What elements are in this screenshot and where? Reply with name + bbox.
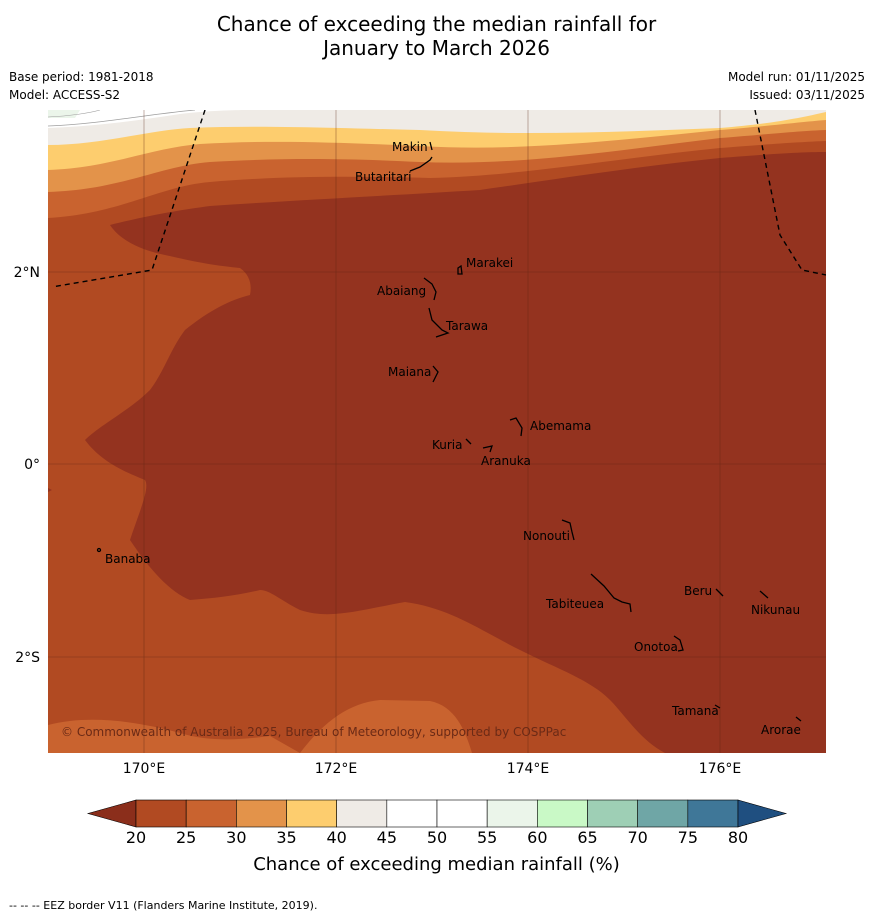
island-outline-arorae bbox=[795, 716, 802, 722]
lat-tick-2s: 2°S bbox=[15, 650, 40, 666]
colorbar-under-arrow bbox=[86, 799, 137, 828]
label-aranuka: Aranuka bbox=[481, 454, 531, 468]
island-outline-abaiang bbox=[423, 277, 437, 301]
band-small-west bbox=[48, 488, 52, 492]
island-outline-tamana bbox=[714, 704, 721, 709]
colorbar-tick-65: 65 bbox=[577, 828, 598, 847]
island-outline-tarawa bbox=[428, 307, 450, 338]
axis-labels: 170°E 172°E 174°E 176°E 2°N 0° 2°S bbox=[14, 265, 742, 777]
colorbar-bin-20-25 bbox=[135, 799, 187, 828]
colorbar-bin-30-35 bbox=[236, 799, 287, 828]
island-outline-onotoa bbox=[673, 635, 684, 652]
colorbar-bin-70-75 bbox=[637, 799, 689, 828]
lon-tick-174: 174°E bbox=[507, 761, 550, 777]
island-outline-makin bbox=[429, 141, 433, 151]
label-tabiteuea: Tabiteuea bbox=[545, 597, 604, 611]
label-tarawa: Tarawa bbox=[445, 319, 488, 333]
band-light-green bbox=[48, 110, 80, 118]
colorbar-bin-75-80 bbox=[687, 799, 739, 828]
colorbar-tick-60: 60 bbox=[527, 828, 548, 847]
colorbar-tick-20: 20 bbox=[125, 828, 147, 847]
colorbar-bin-35-40 bbox=[286, 799, 337, 828]
island-outline-marakei bbox=[457, 264, 463, 275]
base-period: Base period: 1981-2018 bbox=[9, 70, 154, 84]
band-20-25-south bbox=[48, 719, 300, 753]
contour-line-north-2 bbox=[48, 110, 101, 118]
colorbar-tick-70: 70 bbox=[627, 828, 648, 847]
lat-tick-2n: 2°N bbox=[14, 265, 40, 281]
label-abaiang: Abaiang bbox=[377, 284, 426, 298]
colorbar-tick-35: 35 bbox=[276, 828, 297, 847]
lat-tick-0: 0° bbox=[24, 457, 40, 473]
meta-left: Base period: 1981-2018 Model: ACCESS-S2 bbox=[9, 68, 154, 104]
colorbar-tick-80: 80 bbox=[727, 828, 749, 847]
label-onotoa: Onotoa bbox=[634, 640, 678, 654]
island-outline-kuria bbox=[465, 438, 472, 445]
colorbar-tick-40: 40 bbox=[326, 828, 347, 847]
model-run: Model run: 01/11/2025 bbox=[727, 70, 865, 84]
colorbar-over-arrow bbox=[737, 799, 788, 828]
map-title: Chance of exceeding the median rainfall … bbox=[0, 12, 873, 60]
meta-right: Model run: 01/11/2025 Issued: 03/11/2025 bbox=[728, 68, 865, 104]
island-labels: Makin Butaritari Marakei Abaiang Tarawa … bbox=[105, 140, 801, 737]
label-beru: Beru bbox=[684, 584, 712, 598]
map-area: Makin Butaritari Marakei Abaiang Tarawa … bbox=[48, 110, 826, 753]
colorbar-tick-25: 25 bbox=[175, 828, 197, 847]
colorbar-bin-55-60 bbox=[486, 799, 538, 828]
gridlines bbox=[48, 110, 826, 753]
lon-tick-172: 172°E bbox=[315, 761, 358, 777]
copyright-notice: © Commonwealth of Australia 2025, Bureau… bbox=[61, 725, 566, 739]
island-outline-nonouti bbox=[561, 519, 575, 541]
eez-footnote: -- -- -- EEZ border V11 (Flanders Marine… bbox=[9, 899, 318, 912]
label-kuria: Kuria bbox=[432, 438, 463, 452]
label-arorae: Arorae bbox=[761, 723, 801, 737]
title-line-1: Chance of exceeding the median rainfall … bbox=[216, 12, 657, 36]
island-outline-butaritari bbox=[409, 156, 433, 172]
island-outline-maiana bbox=[432, 365, 439, 383]
colorbar-tick-55: 55 bbox=[476, 828, 498, 847]
label-maiana: Maiana bbox=[388, 365, 431, 379]
label-tamana: Tamana bbox=[671, 704, 719, 718]
colorbar bbox=[86, 799, 788, 828]
label-butaritari: Butaritari bbox=[355, 170, 412, 184]
colorbar-bin-60-65 bbox=[537, 799, 588, 828]
colorbar-bin-50-55 bbox=[436, 799, 488, 828]
issued-date: Issued: 03/11/2025 bbox=[749, 88, 865, 102]
label-marakei: Marakei bbox=[466, 256, 513, 270]
colorbar-label: Chance of exceeding median rainfall (%) bbox=[253, 854, 620, 875]
island-outline-aranuka bbox=[482, 445, 493, 453]
island-outlines bbox=[96, 141, 802, 722]
model-name: Model: ACCESS-S2 bbox=[9, 88, 121, 102]
label-abemama: Abemama bbox=[530, 419, 591, 433]
lon-tick-170: 170°E bbox=[123, 761, 166, 777]
label-makin: Makin bbox=[392, 140, 428, 154]
colorbar-bin-65-70 bbox=[587, 799, 638, 828]
colorbar-bin-40-45 bbox=[336, 799, 388, 828]
island-outline-abemama bbox=[509, 417, 523, 437]
colorbar-tick-45: 45 bbox=[376, 828, 398, 847]
island-outline-tabiteuea bbox=[590, 573, 632, 613]
label-nikunau: Nikunau bbox=[751, 603, 800, 617]
label-nonouti: Nonouti bbox=[523, 529, 570, 543]
band-below-20 bbox=[85, 152, 826, 753]
label-banaba: Banaba bbox=[105, 552, 151, 566]
island-outline-beru bbox=[715, 588, 724, 597]
eez-border bbox=[51, 110, 826, 288]
title-line-2: January to March 2026 bbox=[323, 36, 550, 60]
colorbar-bin-25-30 bbox=[185, 799, 237, 828]
colorbar-bin-45-50 bbox=[386, 799, 438, 828]
lon-tick-176: 176°E bbox=[699, 761, 742, 777]
island-outline-banaba bbox=[96, 547, 102, 553]
colorbar-ticks: 20 25 30 35 40 45 50 55 60 65 70 75 80 bbox=[0, 828, 873, 848]
contour-line-north bbox=[48, 110, 196, 127]
colorbar-tick-30: 30 bbox=[226, 828, 247, 847]
band-25-30-south bbox=[300, 700, 472, 753]
colorbar-tick-75: 75 bbox=[677, 828, 699, 847]
colorbar-tick-50: 50 bbox=[426, 828, 448, 847]
island-outline-nikunau bbox=[759, 590, 769, 599]
